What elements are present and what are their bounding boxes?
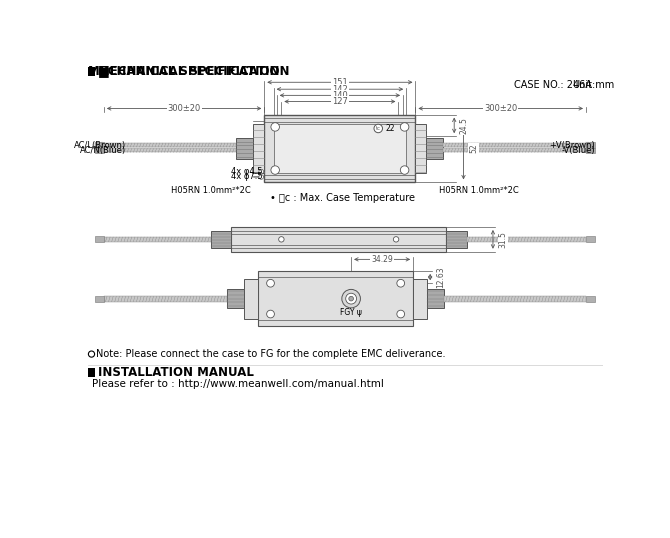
Text: 22: 22 bbox=[386, 124, 395, 133]
Circle shape bbox=[401, 123, 409, 131]
Text: Unit:mm: Unit:mm bbox=[572, 80, 614, 90]
Circle shape bbox=[349, 296, 354, 301]
Bar bbox=[413, 279, 427, 318]
Text: MECHANICAL SPECIFICATION: MECHANICAL SPECIFICATION bbox=[98, 65, 289, 77]
Bar bbox=[586, 143, 595, 148]
Text: Please refer to : http://www.meanwell.com/manual.html: Please refer to : http://www.meanwell.co… bbox=[92, 379, 383, 389]
Text: Note: Please connect the case to FG for the complete EMC deliverance.: Note: Please connect the case to FG for … bbox=[96, 349, 446, 359]
Bar bbox=[446, 231, 466, 248]
Circle shape bbox=[88, 351, 94, 357]
Text: 142: 142 bbox=[332, 84, 348, 94]
Bar bbox=[94, 148, 104, 153]
Bar bbox=[237, 138, 253, 159]
Bar bbox=[244, 279, 258, 318]
Bar bbox=[94, 295, 104, 302]
Bar bbox=[427, 289, 444, 308]
Circle shape bbox=[267, 310, 275, 318]
Circle shape bbox=[374, 124, 383, 133]
Circle shape bbox=[267, 279, 275, 287]
Bar bbox=[586, 148, 595, 153]
Circle shape bbox=[279, 237, 284, 242]
Text: 31.5: 31.5 bbox=[498, 231, 507, 248]
Text: AC/L(Brown): AC/L(Brown) bbox=[74, 141, 127, 150]
Bar bbox=[586, 236, 595, 243]
Text: 140: 140 bbox=[332, 91, 348, 100]
Bar bbox=[466, 237, 586, 242]
Bar bbox=[415, 124, 426, 173]
Bar bbox=[88, 368, 94, 377]
Text: 52: 52 bbox=[469, 144, 478, 153]
Text: 34.29: 34.29 bbox=[371, 255, 393, 264]
Bar bbox=[88, 67, 94, 76]
Bar bbox=[104, 296, 227, 302]
Bar bbox=[586, 295, 595, 302]
Bar bbox=[94, 143, 104, 148]
Bar bbox=[265, 115, 415, 182]
Bar bbox=[104, 237, 211, 242]
Bar bbox=[88, 68, 94, 75]
Bar bbox=[444, 296, 586, 302]
Text: 300±20: 300±20 bbox=[168, 104, 201, 113]
Bar bbox=[227, 289, 244, 308]
Circle shape bbox=[259, 169, 263, 174]
Bar bbox=[104, 148, 237, 152]
Text: 4x φ7.5: 4x φ7.5 bbox=[231, 173, 263, 181]
Text: tc: tc bbox=[376, 126, 381, 131]
Circle shape bbox=[342, 289, 360, 308]
Bar bbox=[273, 124, 406, 173]
Bar bbox=[444, 143, 586, 147]
Bar bbox=[94, 236, 104, 243]
Text: 24.5: 24.5 bbox=[460, 117, 468, 134]
Text: 4x φ4.5: 4x φ4.5 bbox=[231, 167, 263, 176]
Text: 127: 127 bbox=[332, 97, 348, 106]
Bar bbox=[88, 67, 244, 76]
Text: H05RN 1.0mm²*2C: H05RN 1.0mm²*2C bbox=[171, 186, 251, 195]
Text: FGY ψ: FGY ψ bbox=[340, 308, 362, 317]
Text: INSTALLATION MANUAL: INSTALLATION MANUAL bbox=[98, 366, 253, 379]
Text: ■: ■ bbox=[98, 65, 109, 78]
Circle shape bbox=[259, 175, 263, 179]
Bar bbox=[104, 143, 237, 147]
Text: 300±20: 300±20 bbox=[484, 104, 517, 113]
Bar bbox=[258, 271, 413, 327]
Text: 12.63: 12.63 bbox=[436, 266, 446, 288]
Circle shape bbox=[271, 123, 279, 131]
Bar bbox=[444, 148, 586, 152]
Text: H05RN 1.0mm²*2C: H05RN 1.0mm²*2C bbox=[439, 186, 519, 195]
Text: CASE NO.: 246A: CASE NO.: 246A bbox=[514, 80, 592, 90]
Text: 151: 151 bbox=[332, 78, 348, 87]
Bar bbox=[253, 124, 265, 173]
Text: • Ⓣc : Max. Case Temperature: • Ⓣc : Max. Case Temperature bbox=[270, 193, 415, 203]
Circle shape bbox=[401, 166, 409, 174]
Text: MECHANICAL SPECIFICATION: MECHANICAL SPECIFICATION bbox=[88, 65, 280, 78]
Circle shape bbox=[271, 166, 279, 174]
Text: AC/N(Blue): AC/N(Blue) bbox=[80, 146, 127, 155]
Bar bbox=[426, 138, 444, 159]
Circle shape bbox=[397, 279, 405, 287]
Bar bbox=[231, 227, 446, 252]
Bar bbox=[211, 231, 231, 248]
Text: -V(Blue): -V(Blue) bbox=[561, 146, 595, 155]
Circle shape bbox=[397, 310, 405, 318]
Circle shape bbox=[346, 293, 356, 304]
Text: +V(Brown): +V(Brown) bbox=[549, 141, 595, 150]
Circle shape bbox=[393, 237, 399, 242]
